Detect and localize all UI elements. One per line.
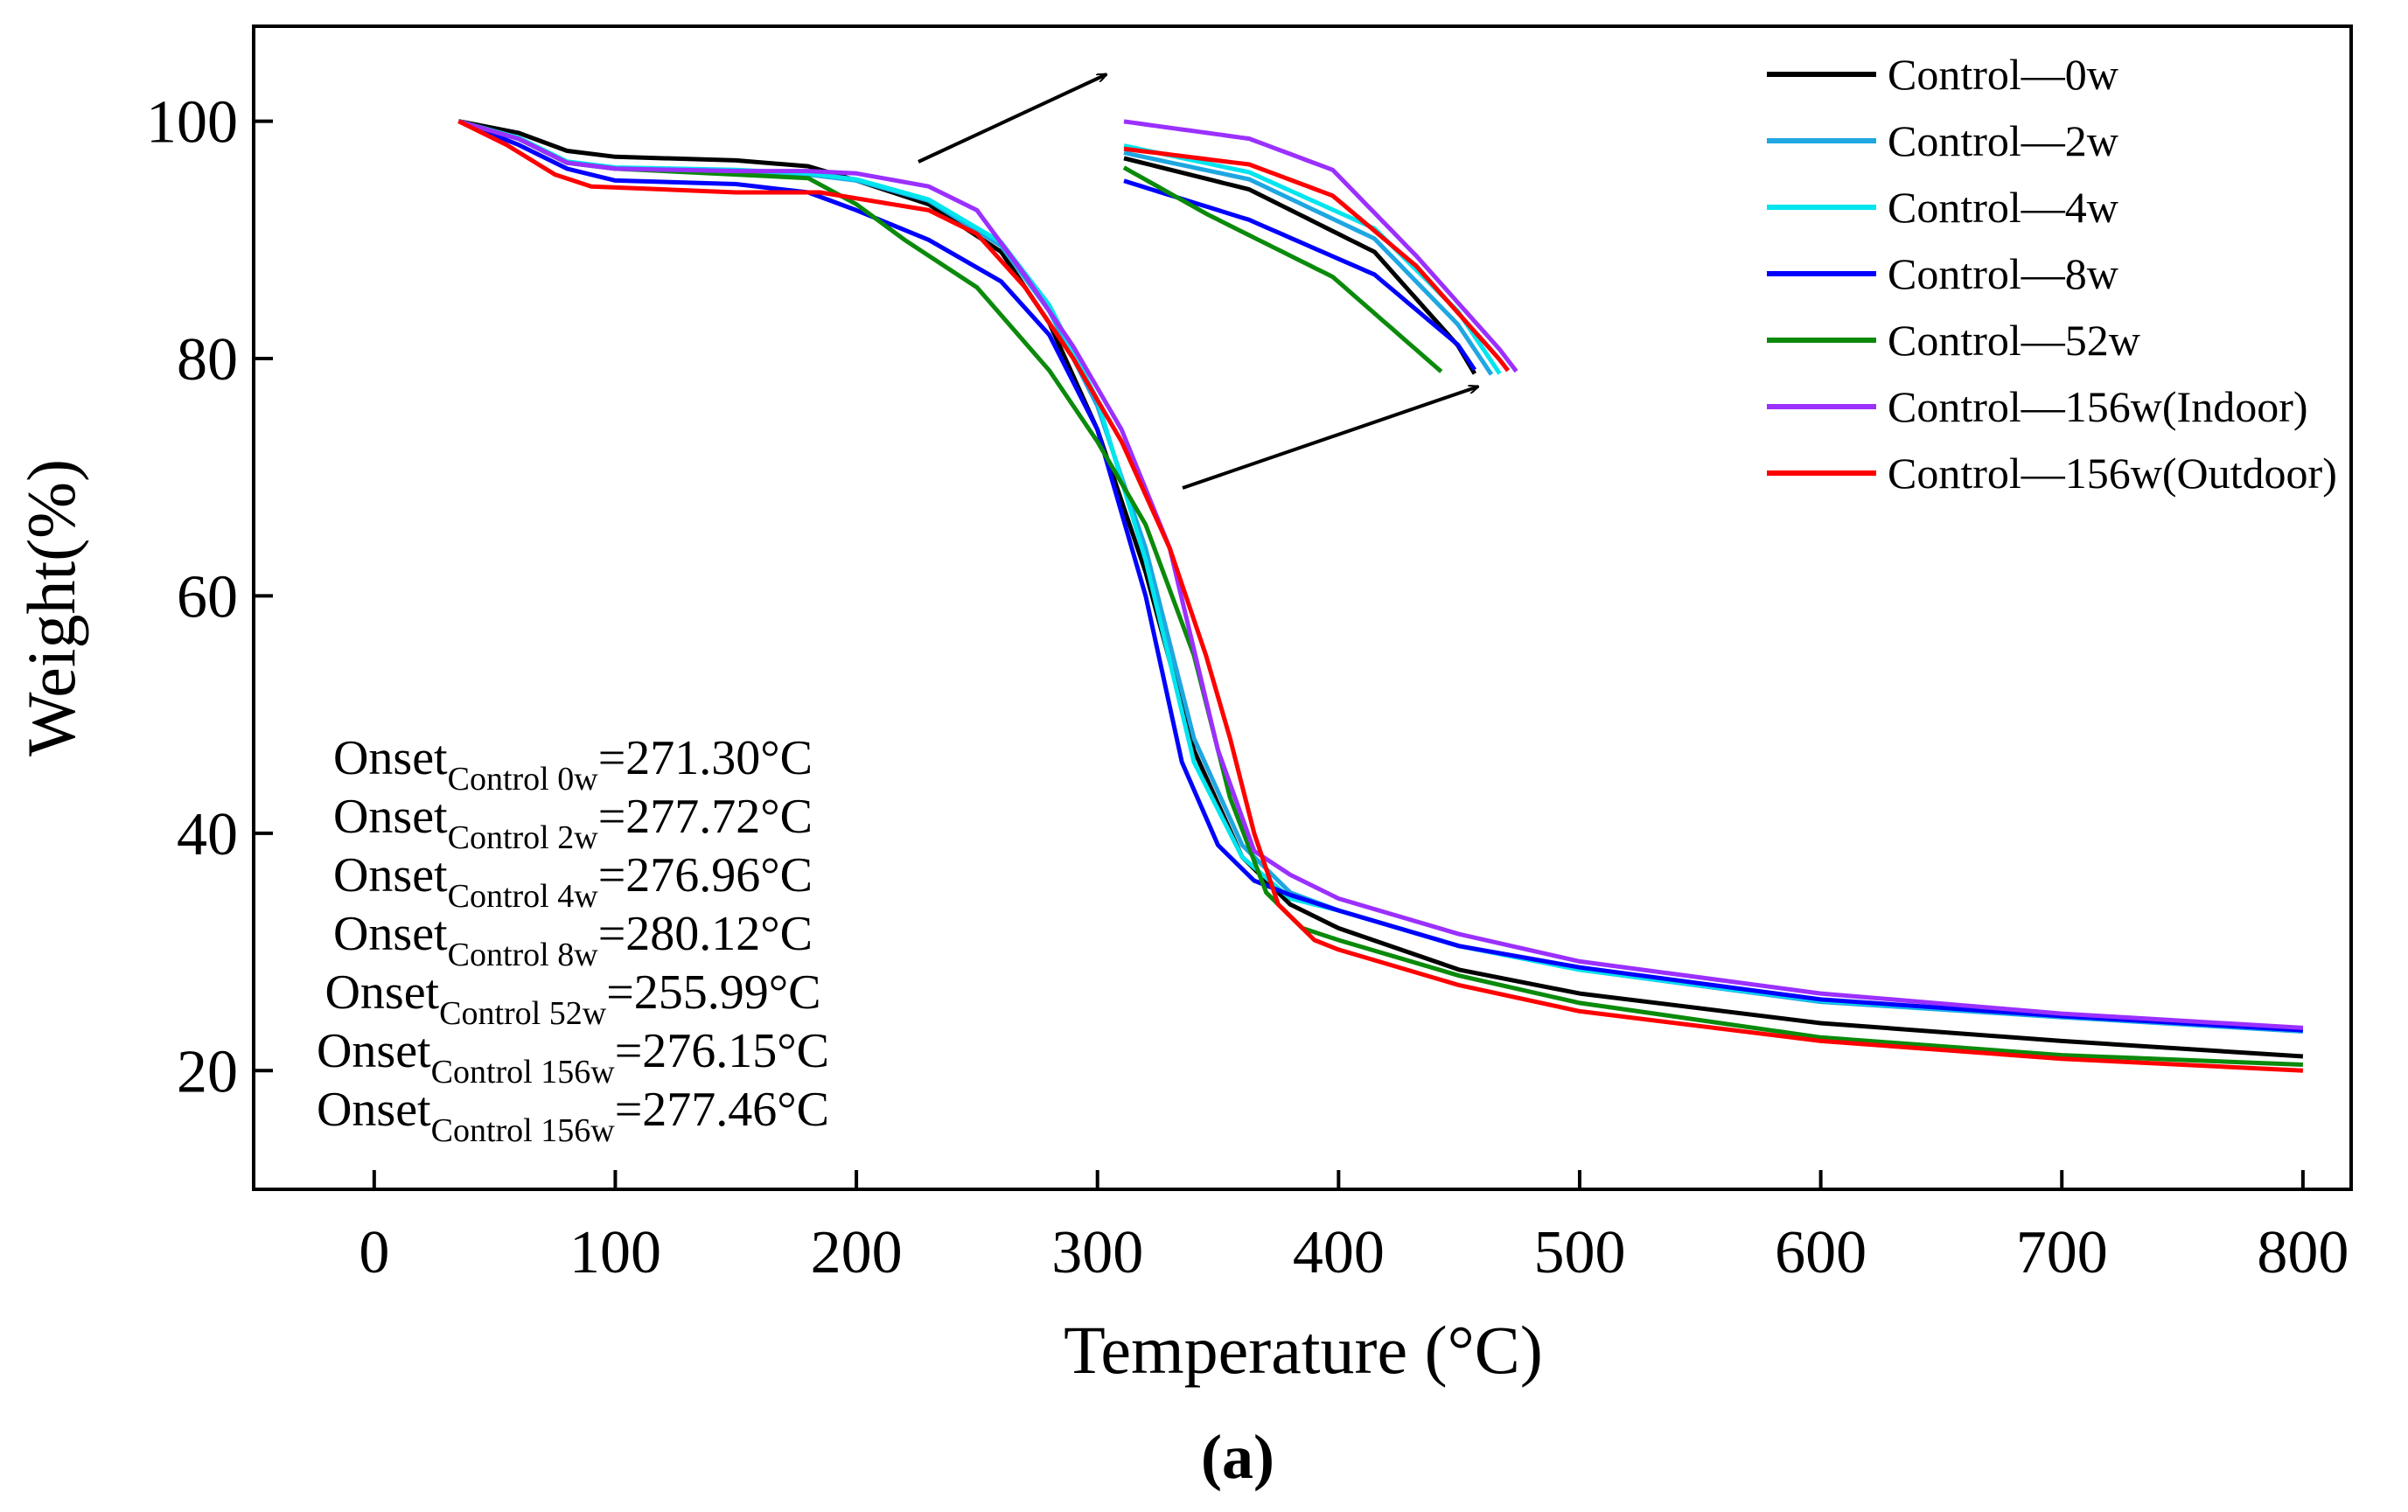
x-tick-label: 100 <box>569 1219 661 1286</box>
x-tick-label: 500 <box>1533 1219 1625 1286</box>
x-tick-label: 200 <box>811 1219 903 1286</box>
x-tick-label: 600 <box>1775 1219 1867 1286</box>
inset-line-control-156w-outdoor <box>1123 146 1511 373</box>
y-tick-label: 80 <box>177 326 238 394</box>
onset-annotation: OnsetControl 156w=276.15°C <box>317 1024 829 1090</box>
x-tick-label: 0 <box>359 1219 389 1286</box>
x-axis-title: Temperature (°C) <box>1064 1312 1543 1388</box>
legend-label-control-156w-outdoor: Control—156w(Outdoor) <box>1888 449 2337 498</box>
onset-annotation: OnsetControl 0w=271.30°C <box>333 731 813 798</box>
onset-annotation: OnsetControl 4w=276.96°C <box>333 848 813 915</box>
y-tick-label: 100 <box>146 89 238 157</box>
onset-annotation: OnsetControl 2w=277.72°C <box>333 790 813 856</box>
x-tick-label: 400 <box>1293 1219 1385 1286</box>
legend-label-control-2w: Control—2w <box>1888 116 2118 165</box>
inset-line-control-156w-indoor <box>1123 119 1518 373</box>
series-line-control-156w-indoor <box>457 119 2304 1030</box>
plot-frame <box>252 24 2353 1191</box>
inset-line-control-4w <box>1123 143 1502 375</box>
legend-label-control-4w: Control—4w <box>1888 183 2118 232</box>
x-tick-label: 700 <box>2016 1219 2108 1286</box>
onset-annotation: OnsetControl 52w=255.99°C <box>325 965 820 1032</box>
y-tick-label: 40 <box>177 801 238 868</box>
legend-label-control-156w-indoor: Control—156w(Indoor) <box>1888 382 2308 431</box>
x-tick-label: 300 <box>1051 1219 1143 1286</box>
y-tick-label: 20 <box>177 1038 238 1105</box>
legend-label-control-8w: Control—8w <box>1888 249 2118 298</box>
figure-caption: (a) <box>1201 1422 1274 1492</box>
inset-line-control-2w <box>1123 150 1494 376</box>
series-line-control-156w-outdoor <box>457 119 2304 1073</box>
zoom-arrow-bottom <box>1182 387 1478 490</box>
zoom-arrow-top <box>918 73 1106 164</box>
onset-annotation: OnsetControl 156w=277.46°C <box>317 1083 829 1149</box>
series-line-control-8w <box>457 119 2304 1033</box>
legend-label-control-52w: Control—52w <box>1888 316 2140 365</box>
legend-label-control-0w: Control—0w <box>1888 50 2118 99</box>
y-tick-label: 60 <box>177 563 238 631</box>
inset-line-control-0w <box>1123 156 1477 375</box>
y-axis-title: Weight(%) <box>13 459 89 756</box>
x-tick-label: 800 <box>2257 1219 2349 1286</box>
inset-line-control-52w <box>1122 165 1443 373</box>
onset-annotation: OnsetControl 8w=280.12°C <box>333 907 813 973</box>
